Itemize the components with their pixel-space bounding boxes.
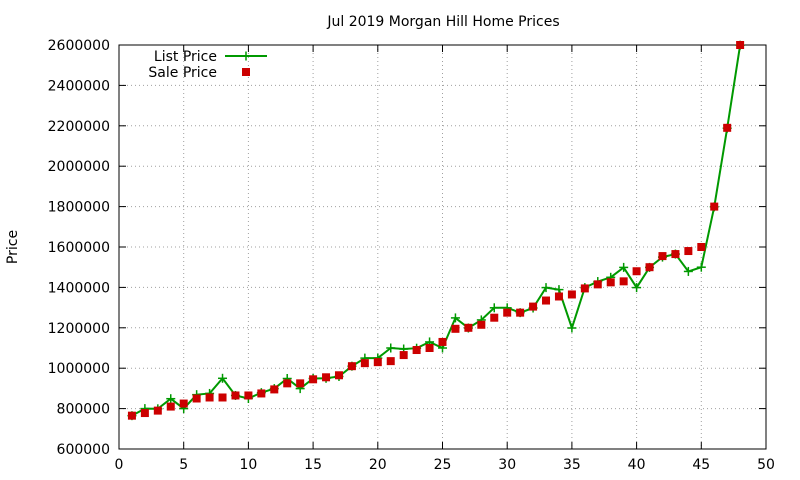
list-price-point (619, 262, 629, 272)
sale-price-point (710, 202, 719, 211)
sale-price-point (283, 379, 292, 388)
y-tick-label: 2200000 (48, 119, 110, 135)
sale-price-point (645, 263, 654, 272)
y-tick-label: 600000 (57, 442, 110, 458)
sale-price-point (425, 344, 434, 352)
sale-price-point (580, 284, 589, 293)
x-tick-label: 15 (304, 457, 322, 473)
x-tick-label: 25 (434, 457, 452, 473)
sale-price-point (373, 358, 382, 367)
sale-price-point (477, 320, 486, 329)
y-tick-label: 2400000 (48, 78, 110, 94)
x-tick-label: 30 (498, 457, 516, 473)
sale-price-point (257, 389, 266, 398)
sale-price-point (619, 277, 628, 286)
sale-price-point (218, 393, 227, 402)
sale-price-point (127, 411, 136, 420)
sale-price-point (671, 250, 680, 259)
list-price-point (696, 262, 706, 272)
list-price-point (386, 343, 396, 353)
y-tick-label: 1400000 (48, 280, 110, 296)
sale-price-point (438, 337, 447, 346)
sale-price-point (205, 393, 214, 402)
x-tick-label: 40 (628, 457, 646, 473)
y-tick-label: 1200000 (48, 321, 110, 337)
sale-price-point (606, 278, 615, 287)
x-tick-label: 35 (563, 457, 581, 473)
sale-price-point (658, 252, 667, 261)
sale-price-point (503, 308, 512, 317)
sale-price-point (140, 409, 149, 418)
tick-labels: 0 5 10 15 20 25 30 35 40 45 50 600000 800000 1000000 1… (48, 38, 775, 473)
list-price-point (450, 313, 460, 323)
sale-price-point (231, 391, 240, 400)
list-price-point (567, 323, 577, 333)
sale-price-point (464, 323, 473, 332)
sale-price-point (723, 123, 732, 132)
list-price-point (166, 394, 176, 404)
list-price-point (632, 283, 642, 293)
sale-price-point (451, 324, 460, 333)
sale-price-point (684, 247, 693, 256)
sale-price-point (412, 346, 421, 355)
x-tick-label: 0 (115, 457, 124, 473)
sale-price-point (632, 267, 641, 276)
sale-price-point (399, 351, 408, 360)
x-tick-label: 5 (179, 457, 188, 473)
y-tick-label: 1600000 (48, 240, 110, 256)
sale-price-point (542, 296, 551, 305)
sale-price-point (360, 359, 369, 368)
sale-price-point (153, 406, 162, 415)
sale-price-point (347, 362, 356, 371)
x-tick-label: 10 (239, 457, 257, 473)
sale-price-point (179, 399, 188, 408)
list-price-point (683, 266, 693, 276)
sale-price-point (270, 385, 279, 394)
sale-price-point (593, 280, 602, 289)
y-tick-label: 2000000 (48, 159, 110, 175)
sale-price-point (490, 313, 499, 322)
y-tick-label: 1800000 (48, 200, 110, 216)
sale-price-point (697, 243, 706, 251)
sale-price-point (244, 391, 253, 400)
chart-title: Jul 2019 Morgan Hill Home Prices (326, 14, 559, 30)
sale-price-point (516, 308, 525, 317)
sale-price-point (322, 373, 331, 382)
sale-price-point (192, 394, 201, 403)
legend-label-sale-price: Sale Price (148, 65, 217, 81)
list-price-point (541, 283, 551, 293)
sale-price-point (736, 41, 745, 49)
y-tick-label: 2600000 (48, 38, 110, 54)
series-layer (127, 40, 745, 421)
sale-price-point (529, 302, 538, 311)
sale-price-point (554, 292, 563, 301)
y-axis-label: Price (5, 230, 21, 264)
sale-price-point (309, 375, 318, 384)
x-tick-label: 45 (692, 457, 710, 473)
y-tick-label: 1000000 (48, 361, 110, 377)
legend-marker-sale-price (242, 68, 250, 76)
legend-marker-list-price (241, 51, 251, 61)
sale-price-point (296, 379, 305, 388)
sale-price-point (386, 357, 395, 366)
list-price-point (218, 373, 228, 383)
x-tick-label: 50 (757, 457, 775, 473)
list-price-point (489, 303, 499, 313)
x-tick-label: 20 (369, 457, 387, 473)
plot-frame (118, 44, 767, 450)
y-tick-label: 800000 (57, 402, 110, 418)
sale-price-point (334, 371, 343, 380)
legend-label-list-price: List Price (154, 49, 217, 65)
sale-price-point (166, 402, 175, 411)
sale-price-point (567, 290, 576, 299)
